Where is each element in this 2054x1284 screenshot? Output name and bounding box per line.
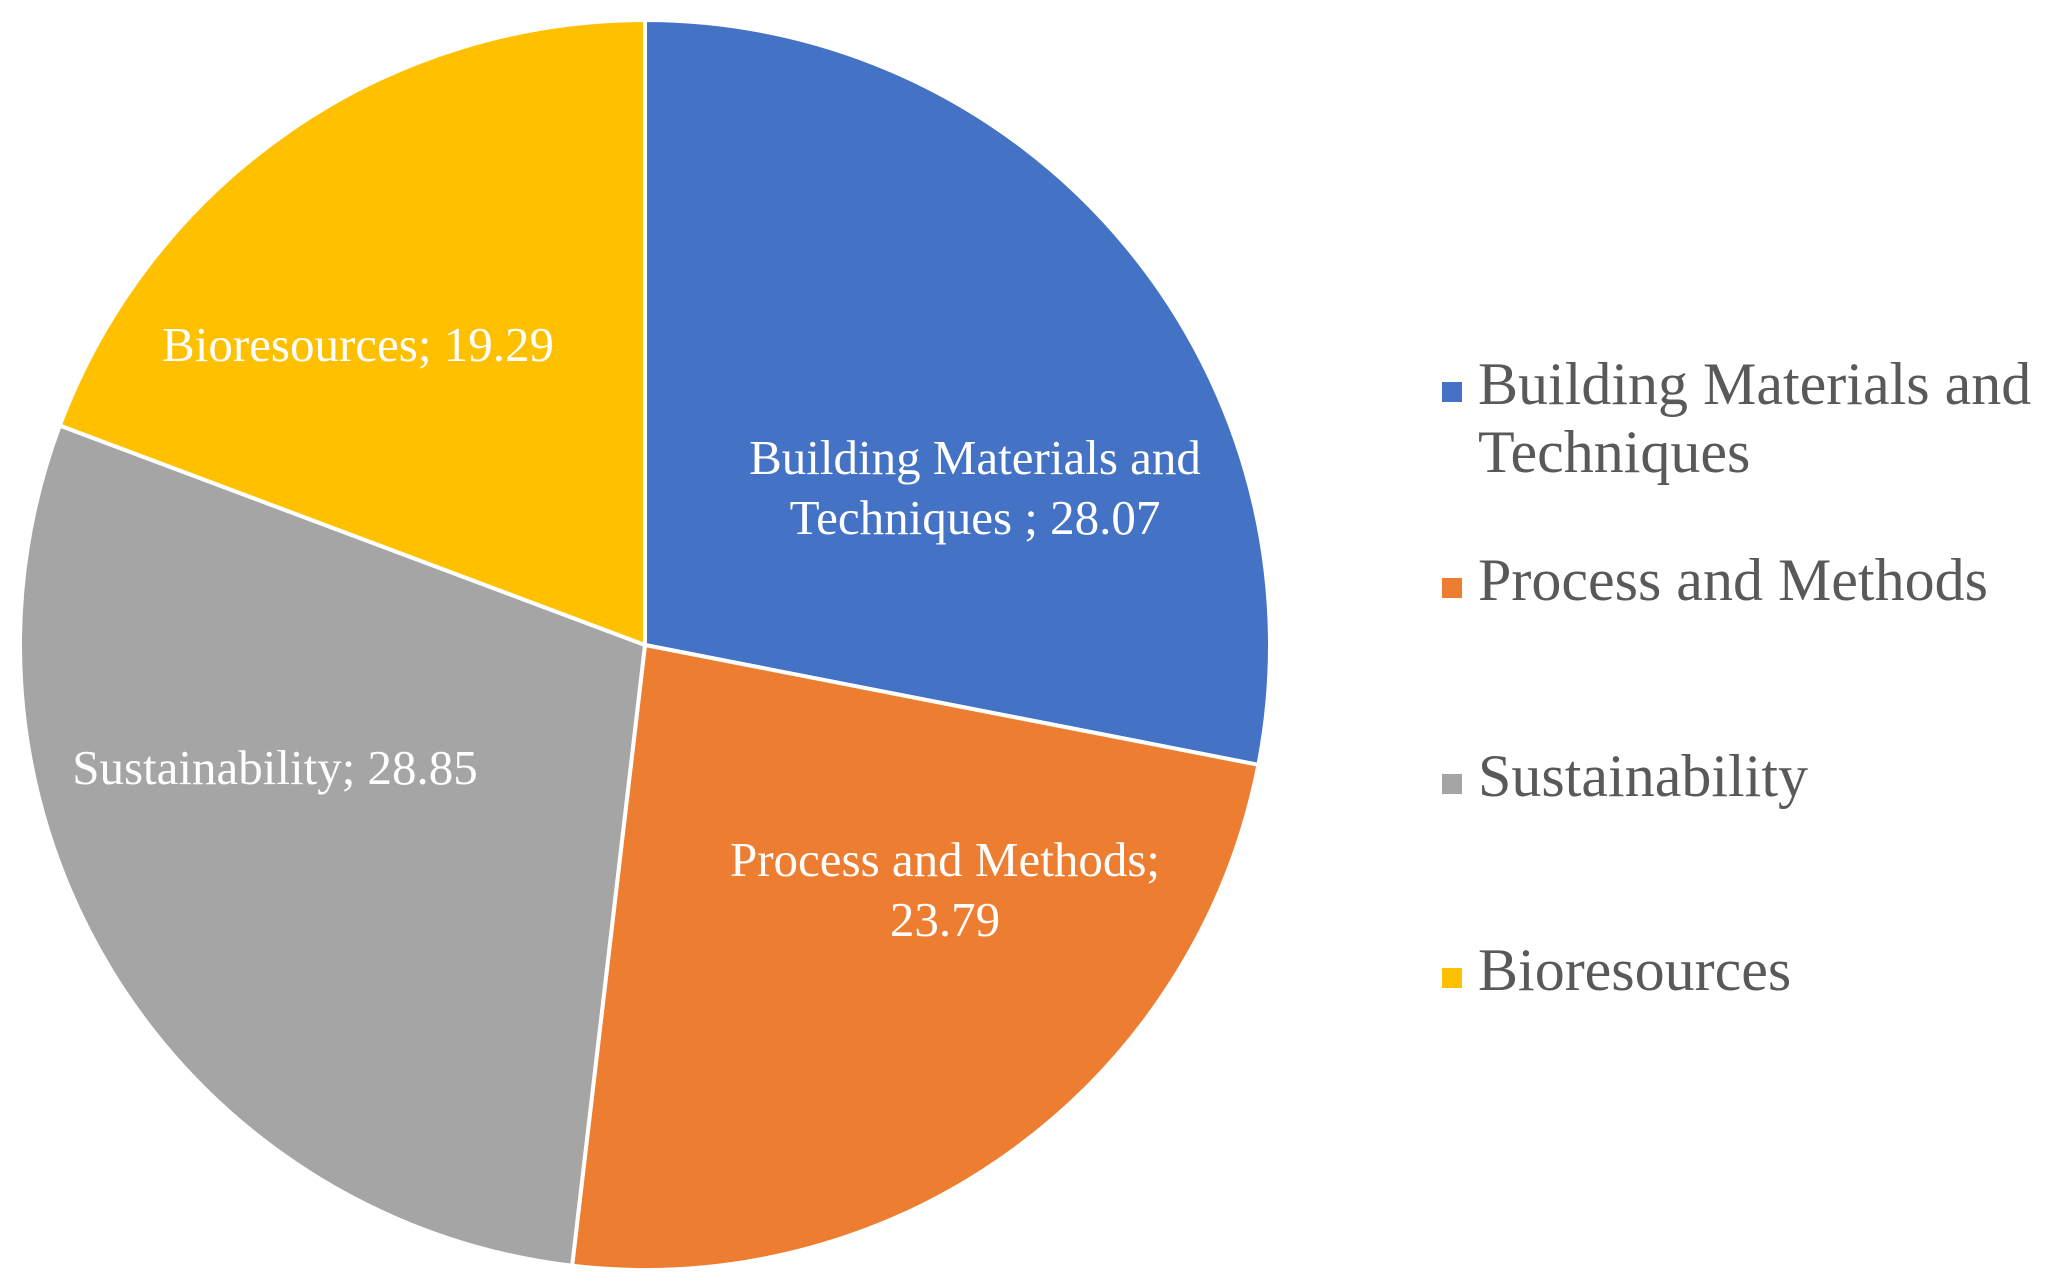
legend-marker-sustainability (1442, 774, 1462, 794)
legend-item-bioresources: Bioresources (1442, 937, 1791, 1003)
legend: Building Materials and Techniques Process … (1442, 351, 2031, 1003)
legend-marker-building-materials-and-techniques (1442, 382, 1462, 402)
legend-item-sustainability: Sustainability (1442, 743, 1808, 809)
legend-label-building-materials-and-techniques: Building Materials and Techniques (1478, 351, 2031, 485)
legend-label-sustainability: Sustainability (1478, 743, 1808, 809)
pie-slices (17, 18, 1272, 1272)
data-label-building-materials-and-techniques: Building Materials and Techniques ; 28.07 (749, 430, 1201, 545)
legend-label-bioresources: Bioresources (1478, 937, 1791, 1003)
legend-marker-bioresources (1442, 968, 1462, 988)
pie-slice-process-and-methods (570, 643, 1261, 1272)
pie-slice-building-materials-and-techniques (643, 18, 1272, 767)
slice-labels: Building Materials and Techniques ; 28.07… (72, 317, 1201, 947)
legend-label-process-and-methods: Process and Methods (1478, 547, 1988, 613)
pie-slice-bioresources (57, 18, 647, 647)
legend-item-process-and-methods: Process and Methods (1442, 547, 1988, 613)
legend-marker-process-and-methods (1442, 578, 1462, 598)
legend-item-building-materials-and-techniques: Building Materials and Techniques (1442, 351, 2031, 485)
data-label-bioresources: Bioresources; 19.29 (162, 317, 554, 372)
data-label-process-and-methods: Process and Methods; 23.79 (730, 832, 1160, 947)
data-label-sustainability: Sustainability; 28.85 (72, 740, 478, 795)
pie-slice-sustainability (17, 423, 647, 1268)
